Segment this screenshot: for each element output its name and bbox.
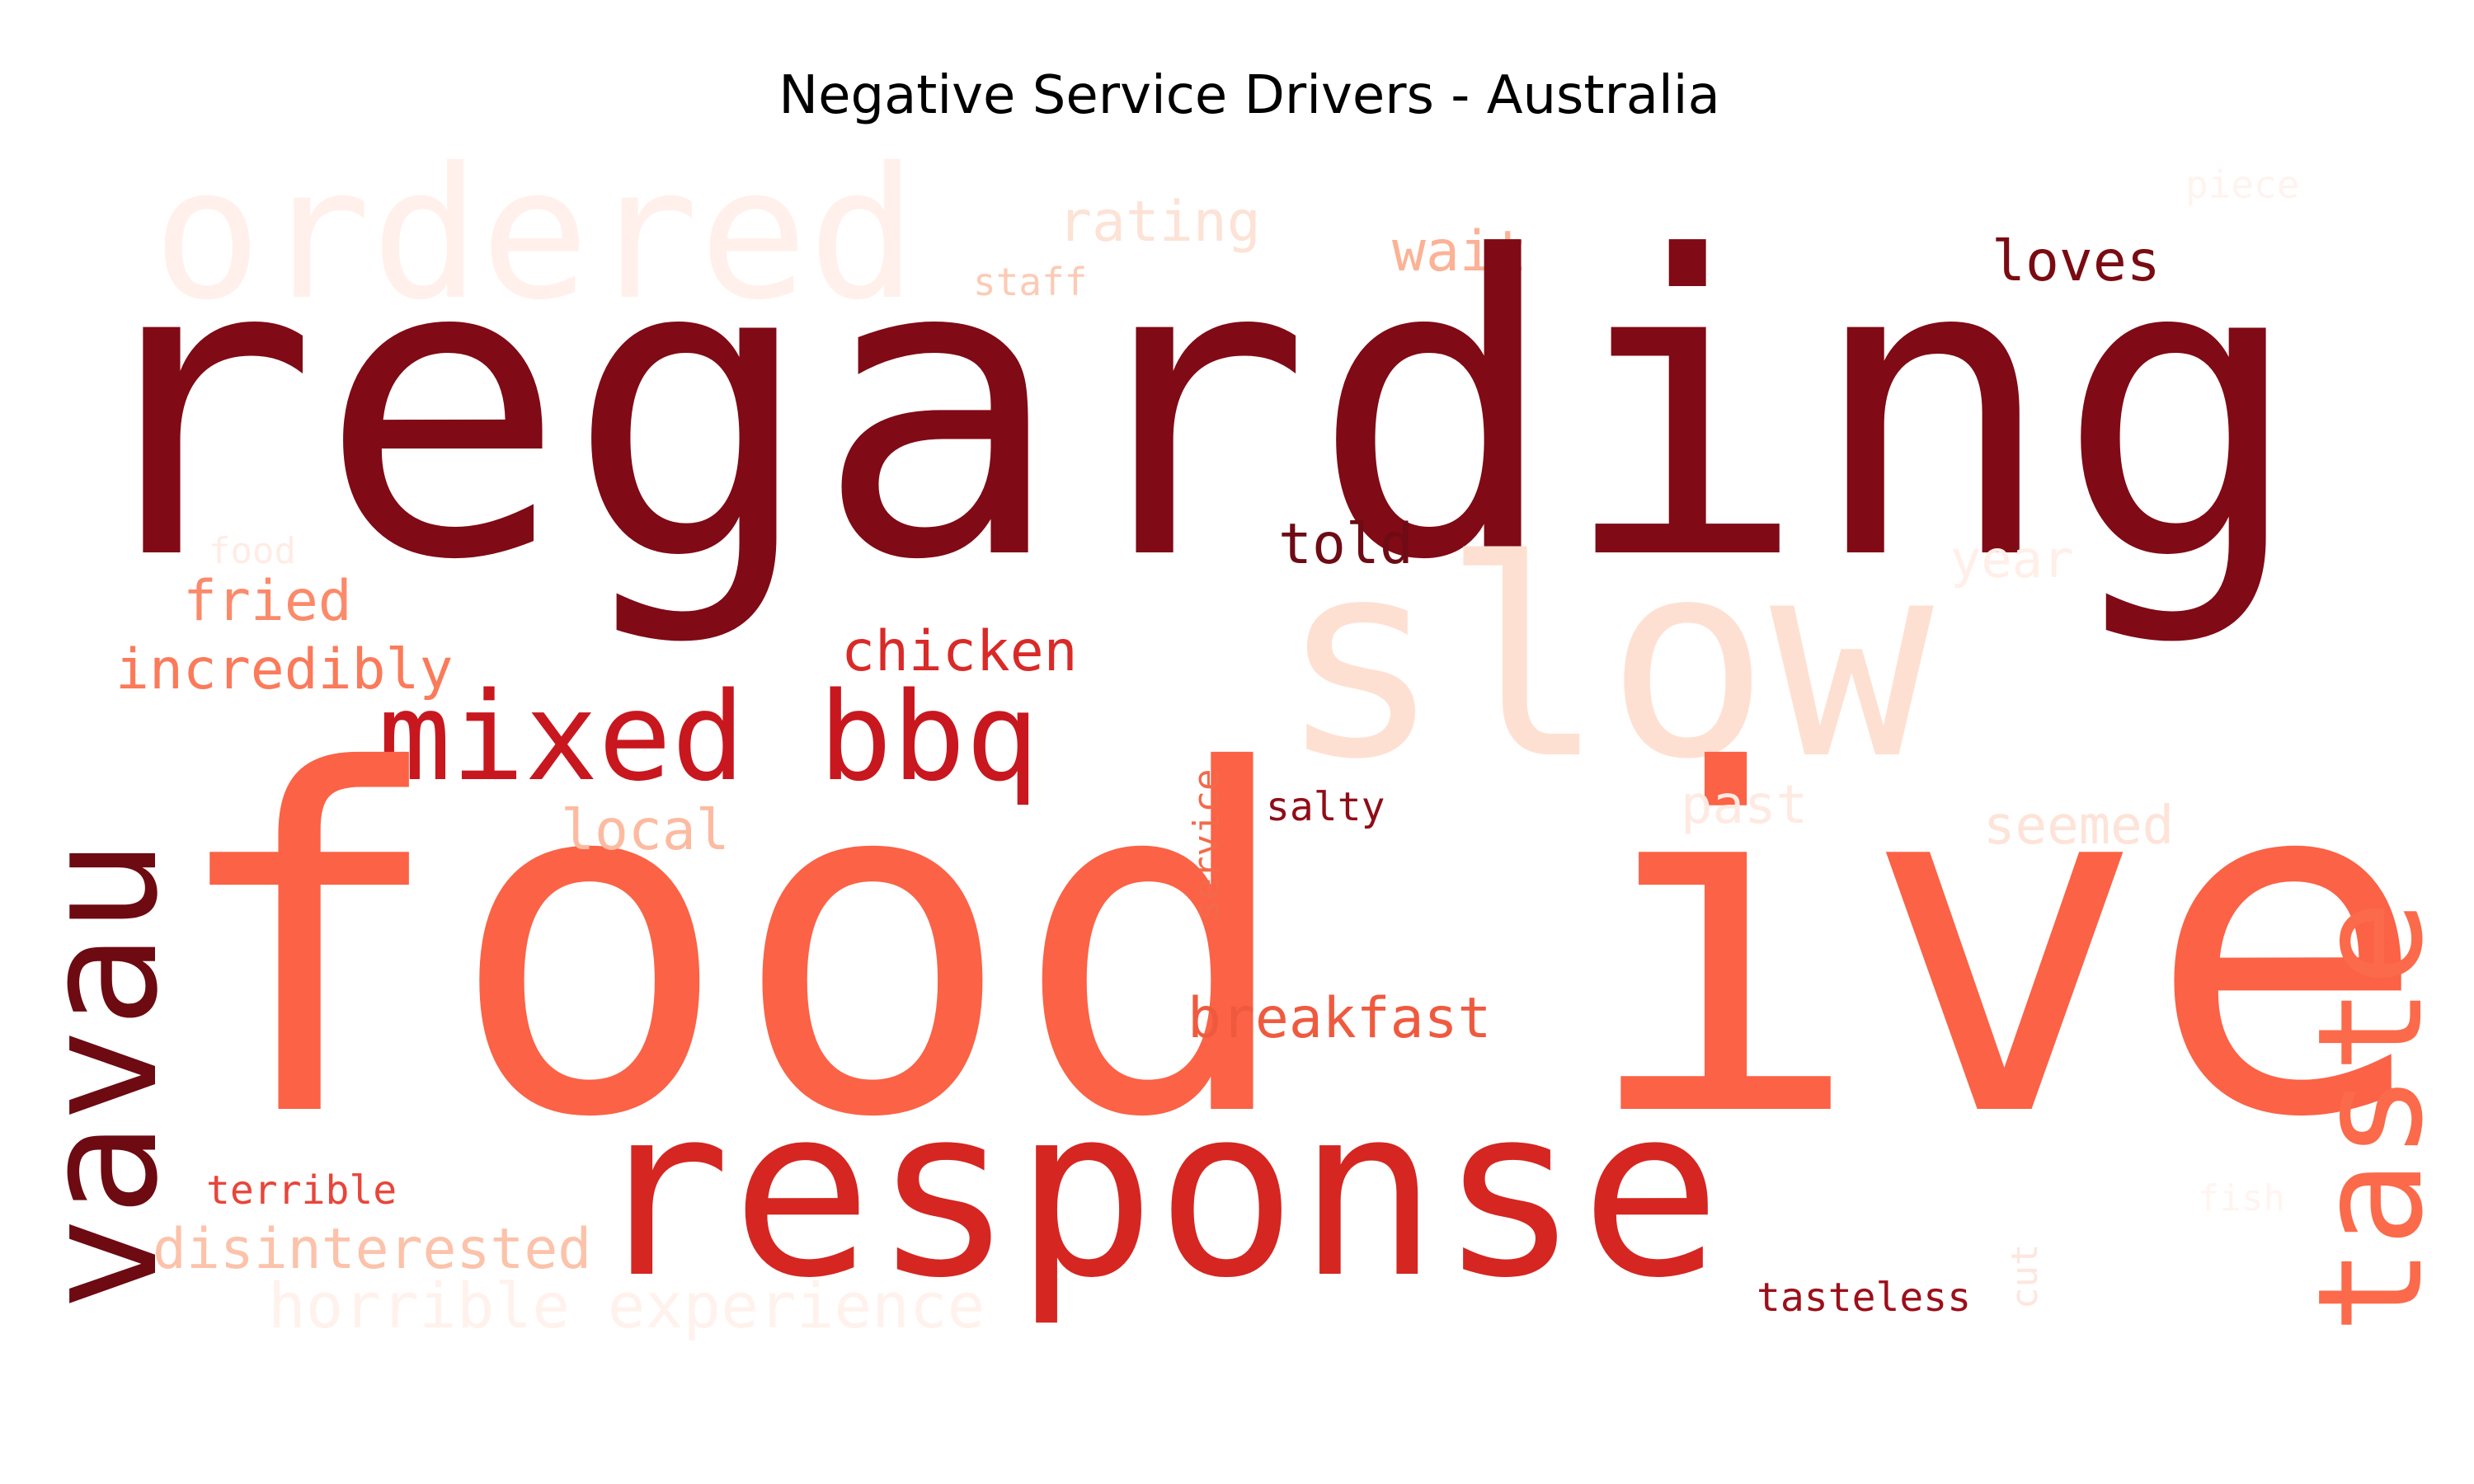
word-service: service xyxy=(1186,769,1228,922)
word-chicken: chicken xyxy=(841,619,1078,684)
word-food: food xyxy=(209,530,296,572)
word-fish: fish xyxy=(2198,1177,2285,1219)
word-vavau: vavau xyxy=(10,839,192,1311)
word-horrible-experience: horrible experience xyxy=(268,1269,985,1342)
word-food-ive: food ive xyxy=(165,674,2429,1220)
word-disinterested: disinterested xyxy=(153,1217,591,1282)
word-fried: fried xyxy=(183,569,352,634)
word-breakfast: breakfast xyxy=(1188,986,1491,1051)
word-tasteless: tasteless xyxy=(1757,1275,1971,1321)
chart-title: Negative Service Drivers - Australia xyxy=(778,65,1720,126)
word-taste: taste xyxy=(2288,899,2455,1334)
word-mixed-bbq: mixed bbq xyxy=(378,666,1039,808)
word-incredibly: incredibly xyxy=(115,637,453,702)
word-told: told xyxy=(1278,512,1413,577)
word-rating: rating xyxy=(1058,190,1261,255)
word-year: year xyxy=(1950,529,2073,589)
word-local: local xyxy=(561,798,730,863)
word-wait: wait xyxy=(1392,219,1527,284)
word-past: past xyxy=(1681,775,1808,836)
word-staff: staff xyxy=(973,260,1087,304)
word-cut: cut xyxy=(2004,1244,2046,1309)
word-piece: piece xyxy=(2185,162,2299,207)
word-regarding: regarding xyxy=(70,170,2304,650)
word-loves: loves xyxy=(1992,229,2161,294)
word-slow: slow xyxy=(1278,502,1935,819)
word-salty: salty xyxy=(1266,784,1385,830)
word-response: response xyxy=(590,1056,1722,1330)
word-seemed: seemed xyxy=(1983,796,2174,857)
word-ordered: ordered xyxy=(153,129,917,340)
word-terrible: terrible xyxy=(206,1167,397,1214)
